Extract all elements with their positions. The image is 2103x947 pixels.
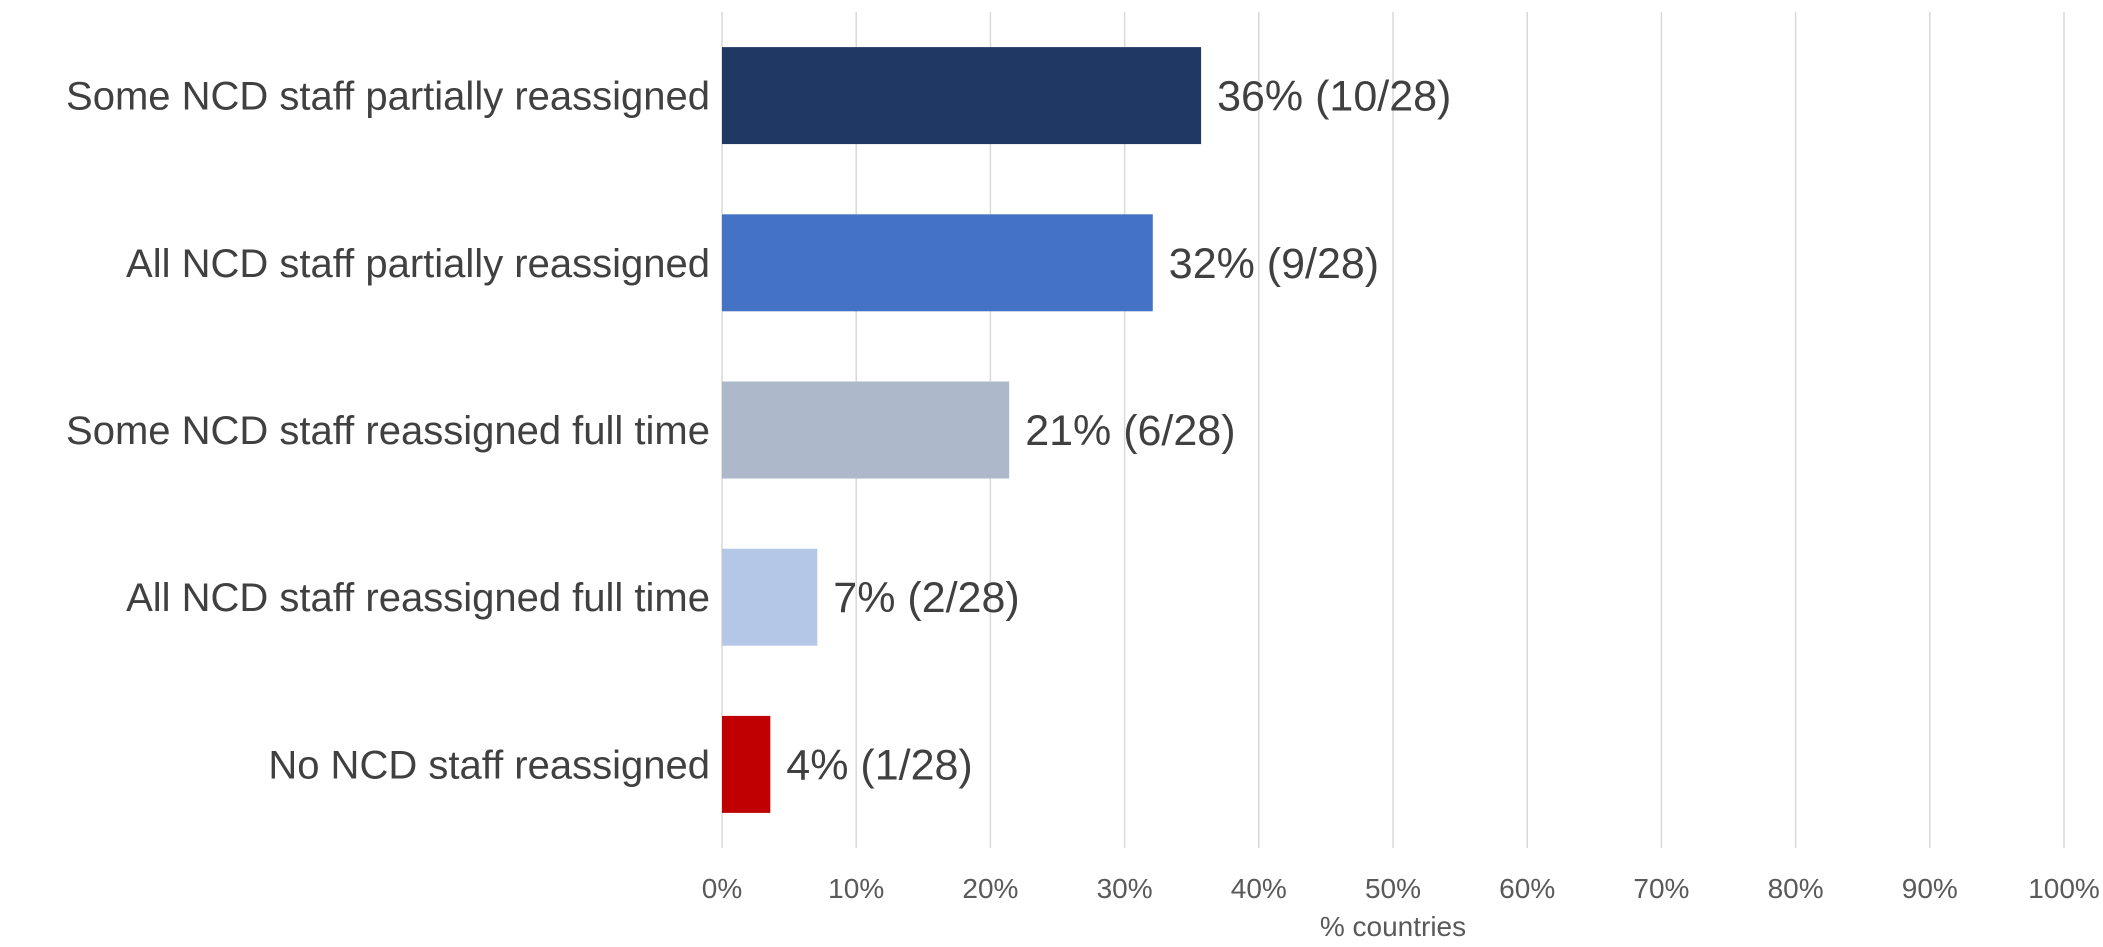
x-tick-label: 30% <box>1097 873 1153 904</box>
bars <box>722 47 1202 813</box>
bar <box>722 715 771 813</box>
x-tick-labels: 0% 10% 20% 30% 40% 50% 60% 70% 80% 90% 100% <box>702 873 2100 904</box>
bar <box>722 548 818 646</box>
data-label: 36% (10/28) <box>1217 73 1451 121</box>
x-tick-label: 10% <box>828 873 884 904</box>
bar <box>722 381 1010 479</box>
bar <box>722 47 1202 145</box>
x-tick-label: 60% <box>1499 873 1555 904</box>
x-tick-label: 70% <box>1633 873 1689 904</box>
data-label: 7% (2/28) <box>833 574 1019 622</box>
category-label: No NCD staff reassigned <box>268 743 710 787</box>
x-tick-label: 50% <box>1365 873 1421 904</box>
x-axis-title: % countries <box>1320 911 1466 942</box>
x-tick-label: 100% <box>2028 873 2100 904</box>
data-label: 4% (1/28) <box>786 741 972 789</box>
data-label: 32% (9/28) <box>1169 240 1379 288</box>
category-labels: Some NCD staff partially reassigned All N… <box>66 75 710 788</box>
x-tick-label: 90% <box>1902 873 1958 904</box>
category-label: Some NCD staff reassigned full time <box>66 409 710 453</box>
category-label: All NCD staff partially reassigned <box>126 242 710 286</box>
data-labels: 36% (10/28) 32% (9/28) 21% (6/28) 7% (2/28)… <box>786 73 1451 790</box>
bar <box>722 214 1153 312</box>
x-tick-label: 0% <box>702 873 742 904</box>
gridlines <box>721 12 2065 848</box>
x-tick-label: 20% <box>962 873 1018 904</box>
category-label: Some NCD staff partially reassigned <box>66 75 710 119</box>
data-label: 21% (6/28) <box>1025 407 1235 455</box>
category-label: All NCD staff reassigned full time <box>126 576 710 620</box>
x-tick-label: 40% <box>1231 873 1287 904</box>
x-tick-label: 80% <box>1768 873 1824 904</box>
